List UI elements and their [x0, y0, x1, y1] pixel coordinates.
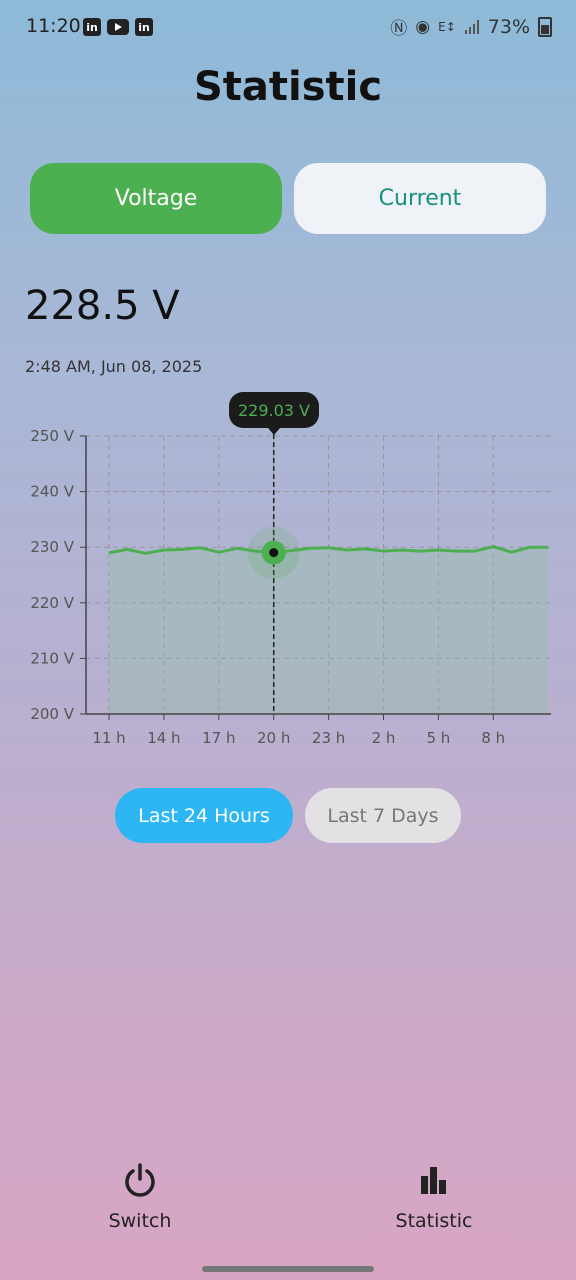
x-tick-label: 14 h — [147, 729, 180, 747]
power-icon — [70, 1160, 210, 1200]
reading-timestamp: 2:48 AM, Jun 08, 2025 — [25, 357, 203, 376]
x-tick-label: 11 h — [92, 729, 125, 747]
bar-chart-icon — [364, 1160, 504, 1200]
y-tick-label: 250 V — [30, 427, 74, 445]
x-tick-label: 20 h — [257, 729, 290, 747]
signal-icon — [464, 19, 479, 34]
battery-percent: 73% — [487, 15, 530, 38]
linkedin-icon: in — [83, 18, 101, 36]
nav-statistic[interactable]: Statistic — [364, 1160, 504, 1232]
last-24-hours-button[interactable]: Last 24 Hours — [115, 788, 293, 843]
reading-value: 228.5 V — [25, 283, 180, 329]
series-line — [108, 545, 549, 555]
data-e-icon: E↕ — [438, 19, 456, 34]
y-tick-label: 210 V — [30, 649, 74, 667]
youtube-icon — [107, 19, 129, 35]
notification-icons: in in — [83, 18, 153, 36]
linkedin-icon: in — [135, 18, 153, 36]
series-area — [109, 546, 549, 714]
chart-tooltip: 229.03 V — [229, 392, 319, 435]
y-tick-label: 230 V — [30, 538, 74, 556]
selected-point-core — [269, 548, 279, 558]
nfc-icon: Ⓝ — [390, 19, 408, 39]
voltage-button[interactable]: Voltage — [30, 163, 282, 234]
x-tick-label: 5 h — [426, 729, 450, 747]
system-icons: Ⓝ ◉ E↕ 73% — [390, 14, 552, 39]
x-tick-label: 23 h — [312, 729, 345, 747]
voltage-chart[interactable]: 250 V 240 V 230 V 220 V 210 V 200 V 11 h 14 h 17… — [0, 390, 576, 760]
nav-switch-label: Switch — [108, 1210, 172, 1232]
status-bar: 11:20 in in Ⓝ ◉ E↕ 73% — [0, 0, 576, 54]
y-tick-label: 240 V — [30, 483, 74, 501]
y-tick-label: 200 V — [30, 705, 74, 723]
y-tick-label: 220 V — [30, 594, 74, 612]
x-tick-label: 8 h — [481, 729, 505, 747]
current-button[interactable]: Current — [294, 163, 546, 234]
x-tick-label: 17 h — [202, 729, 235, 747]
battery-icon — [538, 16, 552, 37]
last-7-days-button[interactable]: Last 7 Days — [305, 788, 461, 843]
page-title: Statistic — [193, 64, 383, 110]
x-tick-label: 2 h — [372, 729, 396, 747]
nav-statistic-label: Statistic — [395, 1210, 473, 1232]
home-indicator[interactable] — [202, 1266, 374, 1272]
hotspot-icon: ◉ — [415, 16, 431, 37]
nav-switch[interactable]: Switch — [70, 1160, 210, 1232]
status-time: 11:20 — [26, 15, 81, 37]
